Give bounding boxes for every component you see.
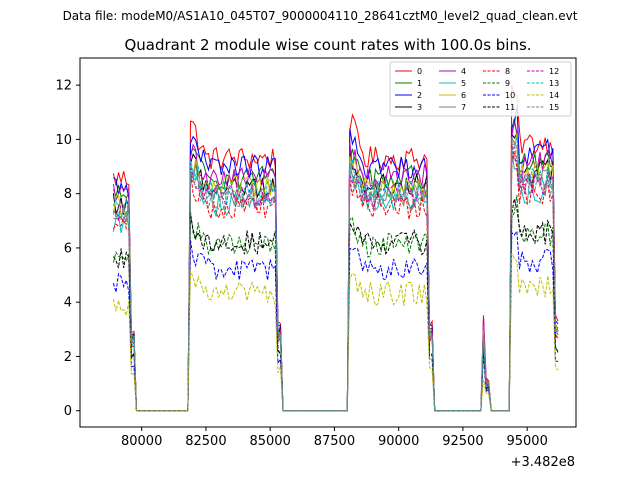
series-line-9 — [112, 194, 559, 412]
y-tick-label: 4 — [64, 296, 72, 311]
y-tick-label: 6 — [64, 241, 72, 256]
series-line-6 — [112, 133, 559, 412]
legend-label-3: 3 — [417, 103, 422, 112]
x-tick-label: 80000 — [121, 434, 162, 449]
series-line-2 — [113, 106, 559, 412]
x-axis-offset-label: +3.482e8 — [511, 455, 575, 470]
series-line-11 — [112, 198, 559, 412]
legend-label-10: 10 — [505, 91, 515, 100]
legend-label-15: 15 — [549, 103, 559, 112]
series-line-7 — [113, 136, 559, 412]
legend-label-0: 0 — [417, 67, 422, 76]
series-line-1 — [112, 118, 559, 412]
legend-label-9: 9 — [505, 79, 510, 88]
y-tick-label: 10 — [55, 133, 72, 148]
legend-label-12: 12 — [549, 67, 559, 76]
legend-label-6: 6 — [461, 91, 466, 100]
series-line-15 — [112, 142, 559, 412]
x-tick-label: 90000 — [378, 434, 419, 449]
x-tick-label: 87500 — [314, 434, 355, 449]
series-line-4 — [112, 122, 559, 412]
series-line-5 — [112, 151, 559, 412]
legend-label-8: 8 — [505, 67, 510, 76]
legend-label-5: 5 — [461, 79, 466, 88]
legend-label-14: 14 — [549, 91, 559, 100]
legend-box — [389, 61, 572, 117]
legend-label-2: 2 — [417, 91, 422, 100]
series-line-3 — [112, 132, 559, 412]
y-tick-label: 0 — [64, 404, 72, 419]
y-axis: 0 2 4 6 8 10 12 — [55, 79, 80, 419]
y-tick-label: 2 — [64, 350, 72, 365]
y-tick-label: 12 — [55, 79, 72, 94]
x-tick-label: 85000 — [249, 434, 290, 449]
y-tick-label: 8 — [64, 187, 72, 202]
series-line-10 — [112, 229, 559, 412]
series-line-14 — [112, 252, 559, 412]
legend-label-1: 1 — [417, 79, 422, 88]
x-tick-label: 82500 — [185, 434, 226, 449]
legend-label-4: 4 — [461, 67, 466, 76]
x-tick-label: 92500 — [442, 434, 483, 449]
series-line-13 — [112, 137, 559, 412]
legend-label-11: 11 — [505, 103, 515, 112]
plot-area — [79, 57, 577, 428]
figure-suptitle: Data file: modeM0/AS1A10_045T07_90000041… — [63, 9, 578, 23]
series-line-0 — [112, 85, 559, 412]
series-layer — [112, 85, 559, 412]
x-tick-label: 95000 — [506, 434, 547, 449]
legend-label-13: 13 — [549, 79, 559, 88]
x-axis: 80000 82500 85000 87500 90000 92500 95000 — [121, 427, 548, 449]
legend-label-7: 7 — [461, 103, 466, 112]
series-line-8 — [112, 151, 559, 412]
series-line-12 — [113, 144, 559, 412]
chart-title: Quadrant 2 module wise count rates with … — [124, 36, 531, 54]
